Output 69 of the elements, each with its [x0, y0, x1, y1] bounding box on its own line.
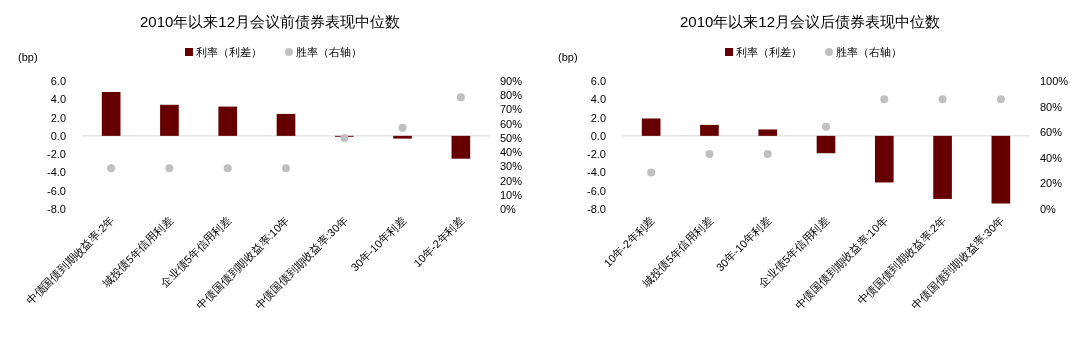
bar — [991, 135, 1011, 204]
bar — [101, 91, 121, 136]
y2-tick-label: 40% — [1040, 151, 1063, 164]
y-tick-label: 2.0 — [590, 111, 606, 124]
y2-tick-label: 50% — [500, 131, 523, 144]
point — [938, 95, 947, 104]
y2-tick-label: 40% — [500, 146, 523, 159]
y2-tick-label: 90% — [500, 75, 523, 87]
point — [340, 133, 349, 142]
y-tick-label: -8.0 — [47, 203, 66, 215]
x-tick-label: 10年-2年利差 — [411, 213, 467, 270]
point — [763, 150, 772, 159]
point — [223, 164, 232, 173]
legend-label: 胜率（右轴） — [836, 46, 902, 58]
chart-title: 2010年以来12月会议后债券表现中位数 — [679, 13, 941, 30]
bar — [160, 104, 179, 136]
y-tick-label: -4.0 — [47, 166, 66, 179]
point — [456, 93, 465, 102]
y-tick-label: -4.0 — [587, 166, 606, 179]
point — [822, 122, 830, 131]
y-tick-label: -6.0 — [587, 184, 606, 197]
legend-label: 胜率（右轴） — [296, 46, 362, 58]
bar — [758, 129, 778, 136]
y2-tick-label: 80% — [500, 89, 523, 102]
y-tick-label: 6.0 — [590, 75, 606, 87]
y-tick-label: 0.0 — [590, 129, 606, 142]
y-tick-label: 2.0 — [50, 111, 66, 124]
y2-tick-label: 20% — [500, 174, 523, 187]
y-tick-label: 6.0 — [50, 75, 66, 87]
y2-tick-label: 30% — [500, 160, 523, 173]
point — [996, 95, 1005, 104]
point — [647, 168, 656, 177]
bar — [874, 135, 894, 183]
y-tick-label: -8.0 — [587, 203, 606, 215]
chart-title: 2010年以来12月会议前债券表现中位数 — [139, 13, 401, 30]
y2-tick-label: 60% — [1040, 126, 1063, 139]
bar — [218, 106, 238, 136]
point — [705, 150, 714, 159]
y-tick-label: 4.0 — [50, 93, 66, 106]
bar — [451, 135, 471, 159]
y2-tick-label: 20% — [1040, 177, 1063, 190]
bar — [933, 135, 952, 199]
point — [282, 164, 290, 173]
legend-label: 利率（利差） — [196, 46, 262, 58]
y2-tick-label: 100% — [1040, 75, 1069, 87]
y2-tick-label: 80% — [1040, 100, 1063, 113]
y-tick-label: 4.0 — [590, 93, 606, 106]
y-tick-label: -6.0 — [47, 184, 66, 197]
bar — [700, 124, 719, 136]
y2-tick-label: 70% — [500, 103, 523, 116]
bar — [276, 113, 296, 136]
y-axis-title: (bp) — [18, 51, 38, 63]
point — [107, 164, 116, 173]
y2-tick-label: 0% — [500, 203, 517, 215]
bar — [641, 118, 661, 136]
y-axis-title: (bp) — [558, 51, 578, 63]
point — [880, 95, 889, 104]
y2-tick-label: 0% — [1040, 203, 1057, 215]
y-tick-label: -2.0 — [47, 148, 66, 161]
point — [165, 164, 174, 173]
y-tick-label: -2.0 — [587, 148, 606, 161]
point — [398, 123, 407, 132]
legend-label: 利率（利差） — [736, 46, 802, 58]
bar — [393, 135, 412, 139]
bar — [816, 135, 836, 154]
y2-tick-label: 10% — [500, 188, 523, 201]
y-tick-label: 0.0 — [50, 129, 66, 142]
y2-tick-label: 60% — [500, 117, 523, 130]
x-tick-label: 30年-10年利差 — [348, 213, 408, 274]
